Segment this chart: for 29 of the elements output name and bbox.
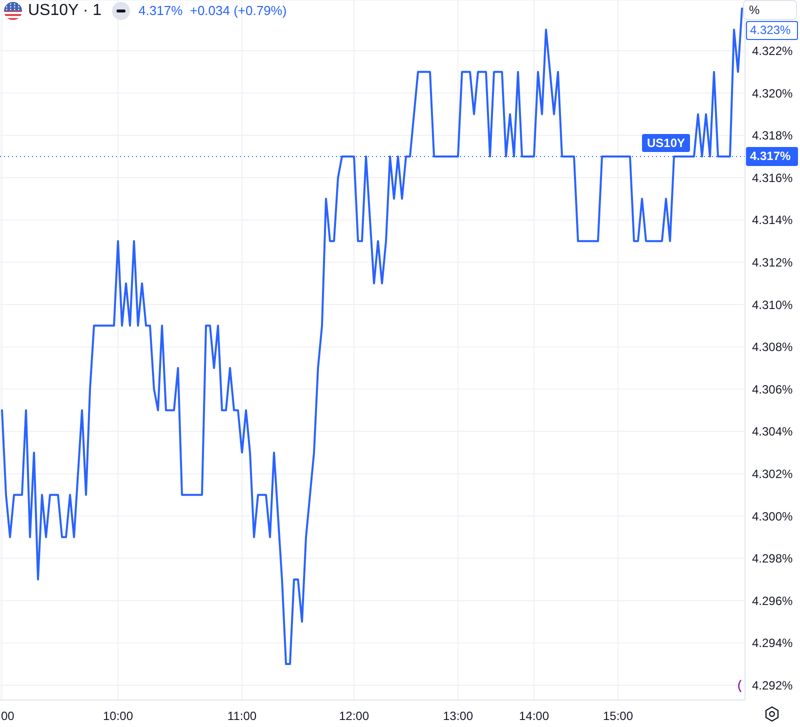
chart-subtitle: 4.317% +0.034 (+0.79%): [138, 2, 287, 20]
y-tick-label: 4.312%: [752, 255, 794, 270]
series-label: US10Y: [646, 136, 686, 150]
x-tick-label: 13:00: [442, 709, 474, 723]
y-tick-label: 4.320%: [752, 86, 794, 100]
y-tick-label: 4.310%: [752, 298, 794, 312]
x-tick-label: 11:00: [227, 709, 257, 723]
x-tick-label: 15:00: [602, 709, 634, 723]
percent-button: %: [743, 0, 797, 20]
x-tick-label: 00: [1, 709, 15, 723]
y-tick-label: 4.314%: [752, 213, 794, 228]
y-tick-label: 4.304%: [752, 424, 794, 439]
y-tick-label: 4.306%: [752, 382, 794, 396]
x-tick-label: 12:00: [338, 709, 370, 723]
y-tick-label: 4.302%: [752, 466, 794, 481]
x-tick-label: 14:00: [518, 709, 550, 723]
y-tick-label: 4.308%: [752, 340, 794, 354]
text: 4.323%: [750, 23, 791, 37]
y-tick-label: 4.316%: [752, 170, 794, 185]
chart-title: US10Y · 1: [28, 1, 102, 21]
ref-line-label: 4.317%: [750, 148, 791, 163]
y-tick-label: 4.296%: [752, 594, 794, 608]
x-tick-label: 10:00: [102, 709, 134, 723]
y-tick-label: 4.298%: [752, 552, 794, 566]
y-tick-label: 4.322%: [752, 44, 794, 58]
y-tick-label: 4.294%: [752, 636, 794, 650]
y-tick-label: 4.318%: [752, 128, 794, 143]
y-tick-label: 4.292%: [752, 678, 794, 692]
y-tick-label: 4.300%: [752, 509, 794, 524]
